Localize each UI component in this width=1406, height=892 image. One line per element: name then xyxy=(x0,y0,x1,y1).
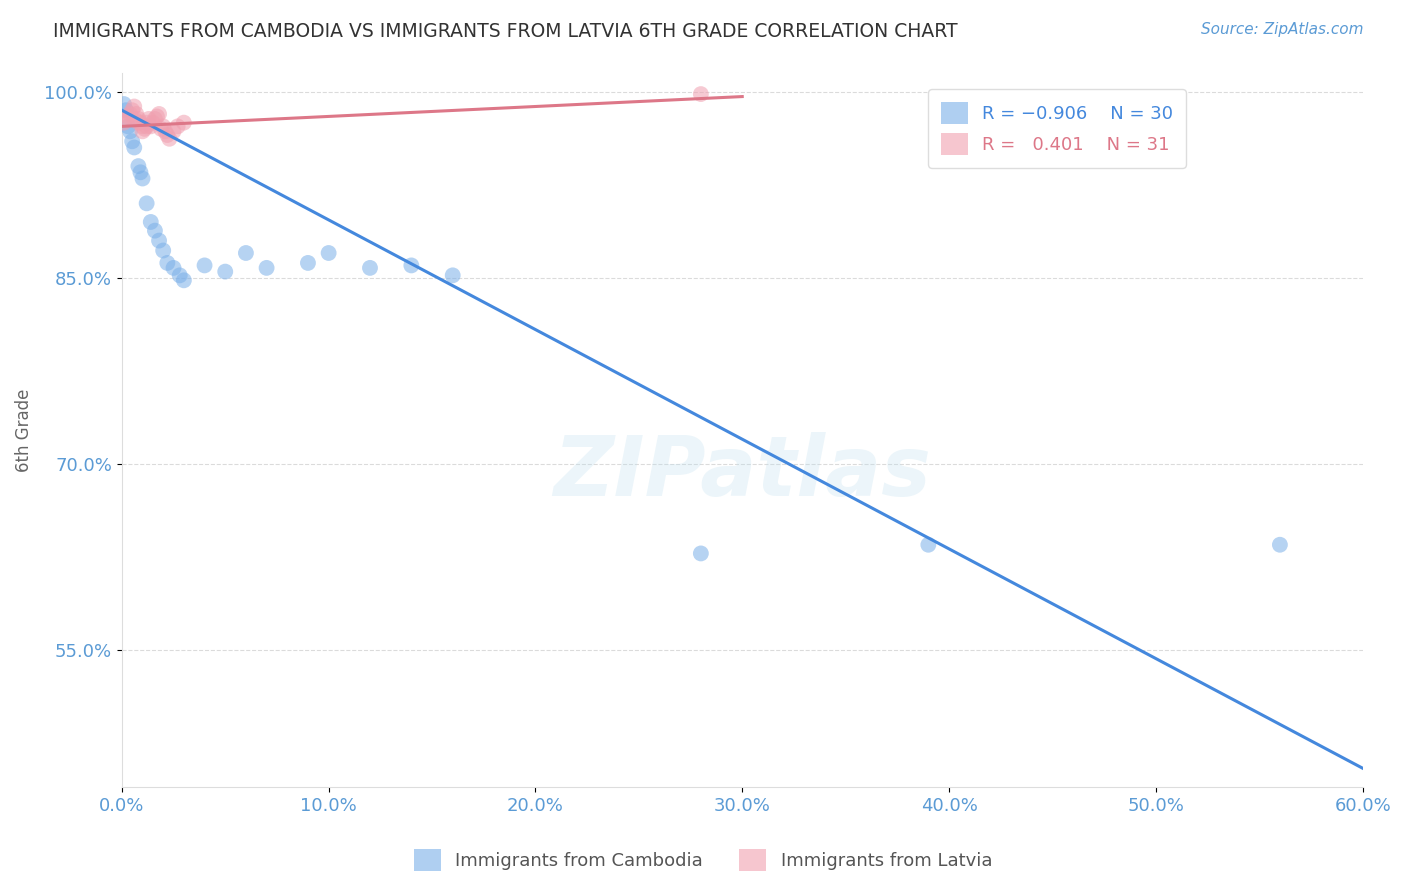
Point xyxy=(148,107,170,121)
Point xyxy=(134,121,156,136)
Point xyxy=(122,99,145,113)
Point xyxy=(131,120,153,134)
Point xyxy=(235,246,257,260)
Point xyxy=(146,110,169,124)
Point xyxy=(441,268,464,283)
Point xyxy=(150,121,173,136)
Point xyxy=(135,196,157,211)
Point xyxy=(155,124,177,138)
Legend: R = −0.906    N = 30, R =   0.401    N = 31: R = −0.906 N = 30, R = 0.401 N = 31 xyxy=(928,89,1187,168)
Y-axis label: 6th Grade: 6th Grade xyxy=(15,388,32,472)
Point xyxy=(156,128,179,142)
Point xyxy=(117,120,139,134)
Point xyxy=(129,115,152,129)
Point xyxy=(318,246,340,260)
Point xyxy=(1268,538,1291,552)
Point xyxy=(127,115,149,129)
Point xyxy=(131,124,153,138)
Point xyxy=(359,260,381,275)
Point xyxy=(135,115,157,129)
Point xyxy=(689,87,711,101)
Point xyxy=(157,132,180,146)
Point xyxy=(139,215,162,229)
Point xyxy=(115,103,138,118)
Text: ZIPatlas: ZIPatlas xyxy=(554,433,931,513)
Point xyxy=(917,538,939,552)
Point xyxy=(120,124,142,138)
Point xyxy=(121,134,143,148)
Text: IMMIGRANTS FROM CAMBODIA VS IMMIGRANTS FROM LATVIA 6TH GRADE CORRELATION CHART: IMMIGRANTS FROM CAMBODIA VS IMMIGRANTS F… xyxy=(53,22,957,41)
Point xyxy=(173,273,195,287)
Point xyxy=(162,260,184,275)
Point xyxy=(166,120,188,134)
Point xyxy=(129,165,152,179)
Point xyxy=(297,256,319,270)
Point xyxy=(135,120,157,134)
Point xyxy=(689,546,711,560)
Point xyxy=(148,234,170,248)
Point xyxy=(115,112,138,126)
Point xyxy=(131,171,153,186)
Point xyxy=(169,268,191,283)
Point xyxy=(143,224,166,238)
Point xyxy=(122,112,145,126)
Point xyxy=(127,112,149,126)
Point xyxy=(156,256,179,270)
Point xyxy=(112,97,135,112)
Point xyxy=(122,140,145,154)
Point xyxy=(138,112,160,126)
Point xyxy=(152,244,174,258)
Point xyxy=(125,107,148,121)
Point xyxy=(142,115,165,129)
Point xyxy=(152,120,174,134)
Point xyxy=(401,259,423,273)
Point xyxy=(173,115,195,129)
Point xyxy=(162,124,184,138)
Legend: Immigrants from Cambodia, Immigrants from Latvia: Immigrants from Cambodia, Immigrants fro… xyxy=(406,842,1000,879)
Point xyxy=(256,260,278,275)
Point xyxy=(214,265,236,279)
Point xyxy=(193,259,215,273)
Point xyxy=(139,120,162,134)
Point xyxy=(121,103,143,118)
Point xyxy=(127,159,149,173)
Text: Source: ZipAtlas.com: Source: ZipAtlas.com xyxy=(1201,22,1364,37)
Point xyxy=(120,107,142,121)
Point xyxy=(112,115,135,129)
Point xyxy=(143,112,166,126)
Point xyxy=(117,110,139,124)
